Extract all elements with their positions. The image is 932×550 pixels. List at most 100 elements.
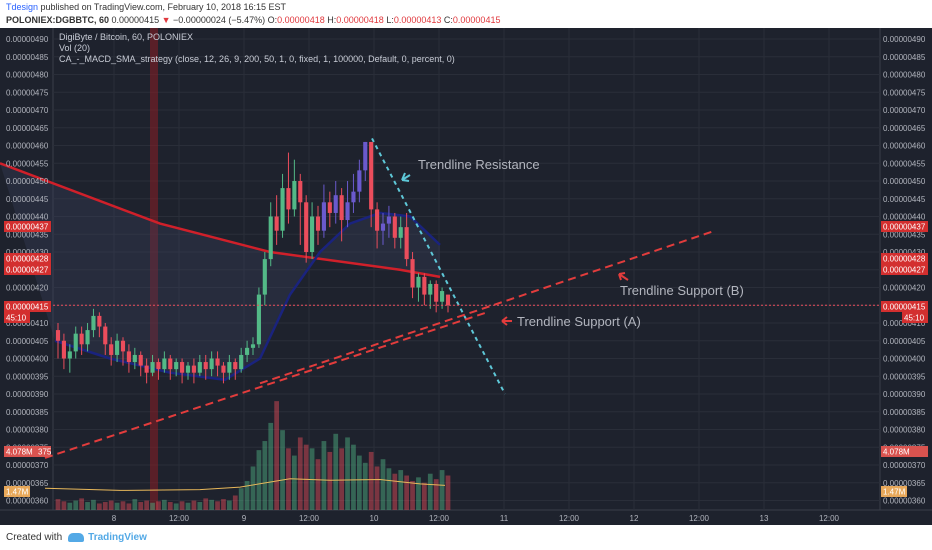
resistance-annotation: Trendline Resistance xyxy=(418,157,540,172)
y-tick-right: 0.00000405 xyxy=(883,337,926,346)
candle-body xyxy=(369,141,374,210)
volume-bar xyxy=(120,501,126,510)
volume-bar xyxy=(386,468,392,510)
candle-body xyxy=(416,276,421,288)
y-tick-right: 0.00000440 xyxy=(883,213,926,222)
volume-bar xyxy=(321,441,327,510)
volume-bar xyxy=(274,401,279,510)
resistance-trendline xyxy=(371,137,506,395)
y-tick-left: 0.00000450 xyxy=(6,177,49,186)
low-value: 0.00000413 xyxy=(393,15,442,25)
candle-body xyxy=(55,330,61,341)
volume-bar xyxy=(203,498,209,510)
support-a-arrow-icon xyxy=(501,316,512,326)
highlight-band xyxy=(150,28,158,510)
left-badge-vol-ma-suffix: 375 xyxy=(38,448,52,457)
publish-line: Tdesign published on TradingView.com, Fe… xyxy=(6,1,926,14)
candle-body xyxy=(215,358,220,366)
volume-bar xyxy=(256,450,262,510)
y-tick-left: 0.00000440 xyxy=(6,213,49,222)
candle-body xyxy=(274,216,279,231)
volume-bar xyxy=(362,462,368,510)
candle-body xyxy=(156,362,161,370)
volume-bar xyxy=(221,499,226,510)
y-tick-right: 0.00000460 xyxy=(883,142,926,151)
candle-body xyxy=(115,340,120,355)
volume-bar xyxy=(126,503,132,510)
volume-bar xyxy=(215,501,220,510)
candle-body xyxy=(109,344,114,355)
x-tick: 13 xyxy=(760,514,769,523)
x-tick: 10 xyxy=(370,514,379,523)
volume-ma-line xyxy=(44,478,446,491)
y-tick-left: 0.00000460 xyxy=(6,142,49,151)
candle-body xyxy=(292,181,297,210)
y-tick-left: 0.00000410 xyxy=(6,319,49,328)
close-value: 0.00000415 xyxy=(452,15,501,25)
y-tick-right: 0.00000390 xyxy=(883,390,926,399)
candle-body xyxy=(286,188,291,210)
candle-body xyxy=(233,362,238,370)
price-change: −0.00000024 (−5.47%) xyxy=(173,15,266,25)
author-link[interactable]: Tdesign xyxy=(6,2,39,12)
volume-bar xyxy=(244,480,250,510)
candle-body xyxy=(174,362,179,370)
y-tick-right: 0.00000410 xyxy=(883,319,926,328)
x-tick: 12:00 xyxy=(429,514,450,523)
y-tick-right: 0.00000475 xyxy=(883,88,926,97)
y-tick-right: 0.00000435 xyxy=(883,230,926,239)
tradingview-brand[interactable]: TradingView xyxy=(88,532,147,543)
open-label: O: xyxy=(267,15,278,25)
price-chart[interactable]: 0.00000490 0.00000490 0.00000485 0.00000485… xyxy=(0,28,932,525)
volume-bar xyxy=(268,422,274,510)
right-badge-427: 0.00000427 xyxy=(883,266,926,275)
volume-bar xyxy=(150,502,155,510)
x-tick: 12:00 xyxy=(689,514,710,523)
volume-bar xyxy=(108,500,114,510)
badge-bg xyxy=(4,446,51,457)
candle-body xyxy=(321,202,326,231)
candle-body xyxy=(375,209,380,231)
volume-bar xyxy=(156,501,161,510)
time-axis[interactable] xyxy=(0,510,932,525)
x-tick: 12:00 xyxy=(559,514,580,523)
volume-bar xyxy=(333,433,339,510)
left-badge-437: 0.00000437 xyxy=(6,223,49,232)
y-tick-right: 0.00000455 xyxy=(883,159,926,168)
candle-body xyxy=(327,202,332,213)
candle-body xyxy=(404,227,409,260)
right-badge-428: 0.00000428 xyxy=(883,255,926,264)
left-badge-vol-ma: 4.078M xyxy=(6,448,33,457)
y-tick-left: 0.00000400 xyxy=(6,355,49,364)
badge-bg xyxy=(881,486,907,497)
volume-bar xyxy=(173,503,179,510)
right-badge-countdown: 45:10 xyxy=(904,314,925,323)
x-tick: 9 xyxy=(242,514,247,523)
volume-bar xyxy=(374,466,380,510)
y-tick-left: 0.00000365 xyxy=(6,479,49,488)
candle-body xyxy=(392,216,397,238)
candle-body xyxy=(386,216,391,224)
y-tick-left: 0.00000445 xyxy=(6,195,49,204)
candle-body xyxy=(138,354,143,366)
badge-bg xyxy=(881,264,928,275)
candle-body xyxy=(268,216,273,260)
x-tick: 12 xyxy=(630,514,639,523)
volume-bar xyxy=(227,500,232,510)
y-tick-right: 0.00000465 xyxy=(883,124,926,133)
y-tick-right: 0.00000360 xyxy=(883,497,926,506)
sma50-line xyxy=(54,211,441,382)
candle-body xyxy=(422,276,427,295)
volume-bar xyxy=(380,459,386,510)
y-tick-left: 0.00000470 xyxy=(6,106,49,115)
y-tick-left: 0.00000380 xyxy=(6,426,49,435)
volume-bar xyxy=(392,473,398,510)
volume-bar xyxy=(398,470,404,510)
y-tick-right: 0.00000400 xyxy=(883,355,926,364)
left-badge-427: 0.00000427 xyxy=(6,266,49,275)
x-tick: 8 xyxy=(112,514,117,523)
candle-body xyxy=(434,283,439,302)
resistance-arrow-icon xyxy=(401,172,411,182)
volume-bar xyxy=(67,502,73,510)
volume-bar xyxy=(433,479,439,510)
